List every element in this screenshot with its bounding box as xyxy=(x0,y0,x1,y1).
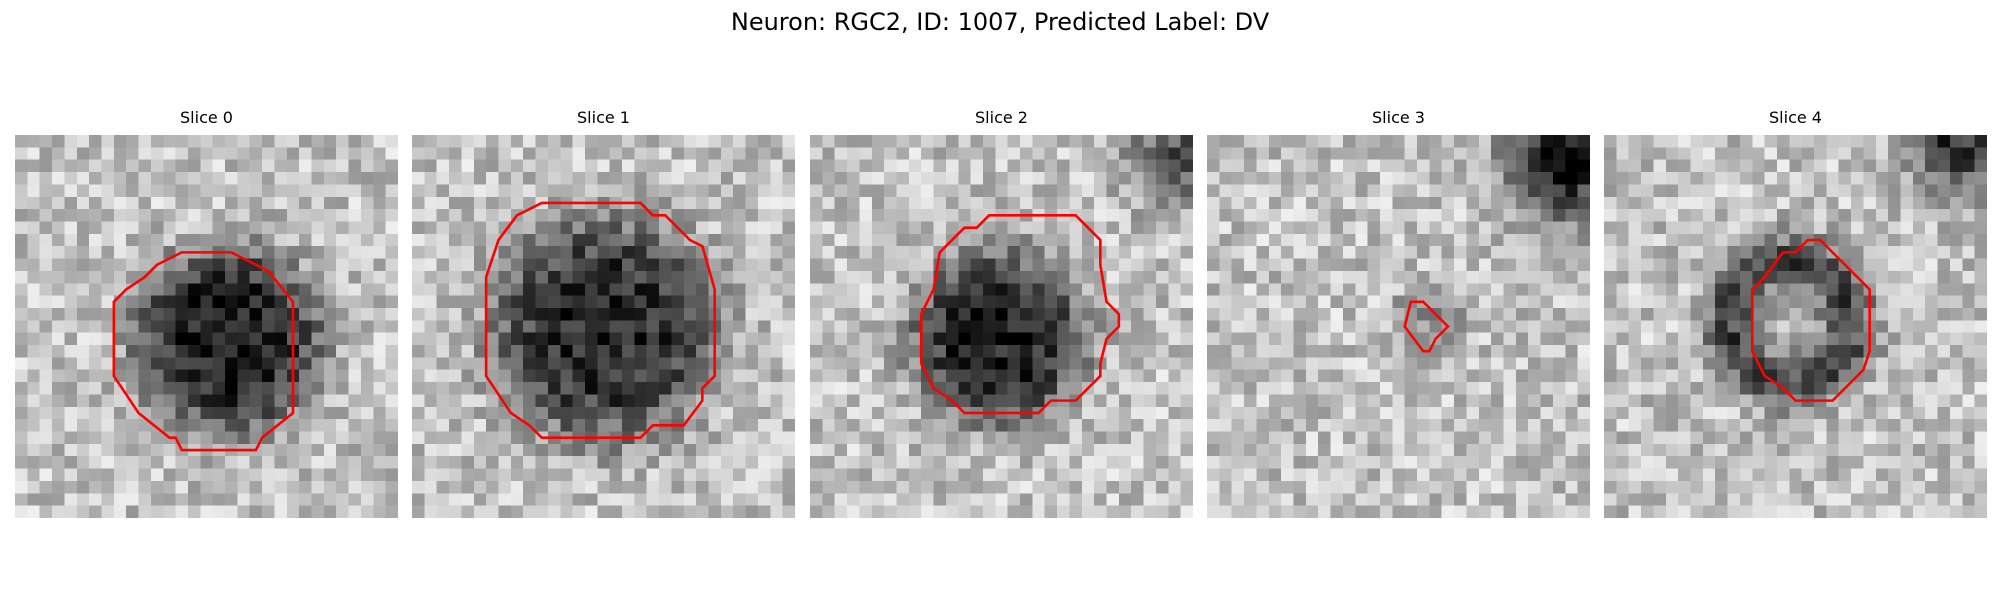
slice-image xyxy=(1207,135,1590,518)
roi-contour xyxy=(1405,302,1448,351)
slice-image xyxy=(1604,135,1987,518)
slice-panel: Slice 4 xyxy=(1604,108,1987,520)
slice-image xyxy=(15,135,398,518)
slice-panel: Slice 0 xyxy=(15,108,398,520)
slice-image xyxy=(810,135,1193,518)
slice-panel: Slice 3 xyxy=(1207,108,1590,520)
roi-contour xyxy=(921,215,1119,413)
slice-panel: Slice 1 xyxy=(412,108,795,520)
slice-title: Slice 3 xyxy=(1372,108,1425,127)
slice-panel: Slice 2 xyxy=(810,108,1193,520)
slice-title: Slice 0 xyxy=(180,108,233,127)
roi-overlay xyxy=(412,135,795,518)
roi-overlay xyxy=(15,135,398,518)
roi-overlay xyxy=(1207,135,1590,518)
slice-title: Slice 2 xyxy=(975,108,1028,127)
roi-contour xyxy=(114,252,293,450)
roi-overlay xyxy=(1604,135,1987,518)
roi-contour xyxy=(486,203,715,438)
roi-overlay xyxy=(810,135,1193,518)
slice-title: Slice 4 xyxy=(1769,108,1822,127)
figure-title: Neuron: RGC2, ID: 1007, Predicted Label:… xyxy=(730,8,1270,36)
slice-image xyxy=(412,135,795,518)
slice-title: Slice 1 xyxy=(577,108,630,127)
roi-contour xyxy=(1752,240,1869,401)
